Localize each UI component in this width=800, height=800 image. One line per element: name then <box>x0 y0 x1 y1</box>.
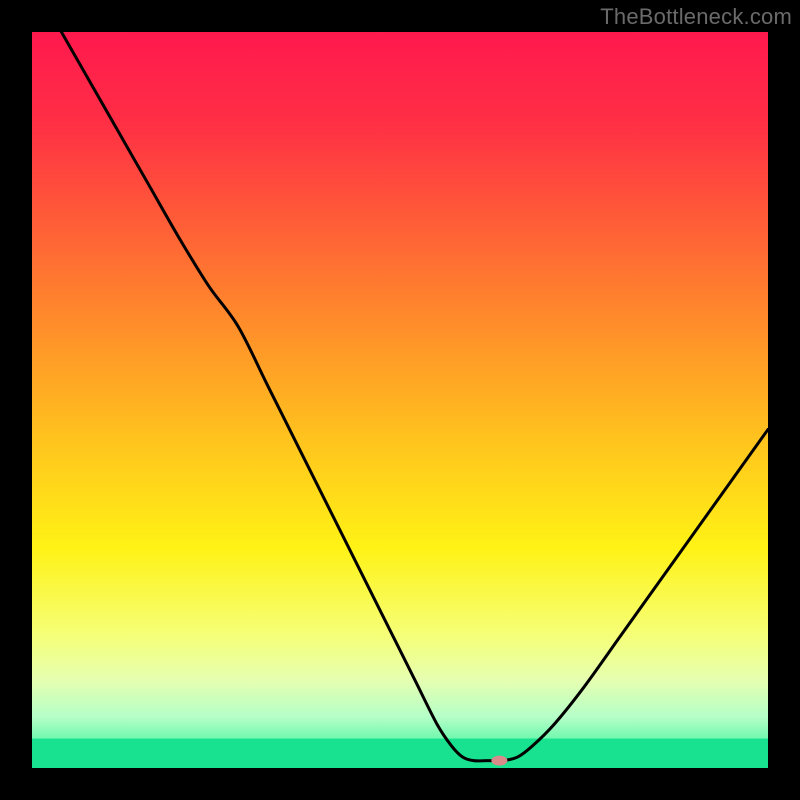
optimal-marker <box>491 756 507 766</box>
chart-container: TheBottleneck.com <box>0 0 800 800</box>
watermark-text: TheBottleneck.com <box>600 4 792 30</box>
bottleneck-chart <box>0 0 800 800</box>
